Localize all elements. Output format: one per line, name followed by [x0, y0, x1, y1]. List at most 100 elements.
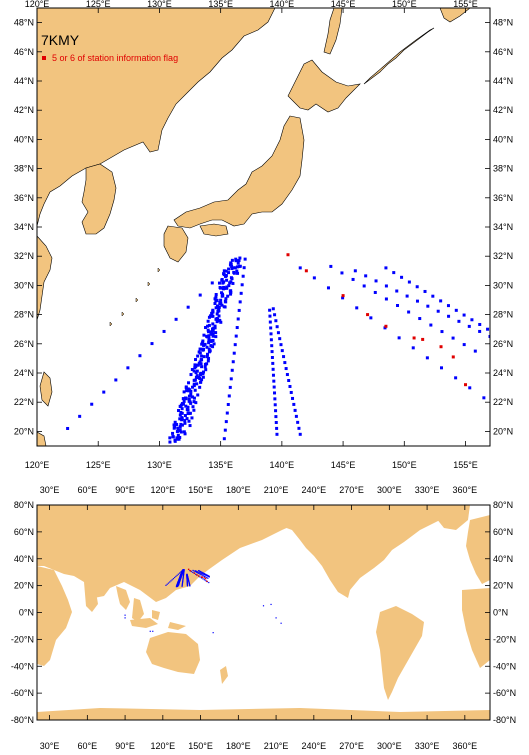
station-marker	[173, 438, 177, 442]
station-marker	[269, 338, 273, 342]
station-marker	[184, 385, 188, 389]
station-marker	[273, 403, 277, 407]
global-station-marker	[203, 573, 205, 575]
global-station-marker	[182, 575, 185, 577]
station-marker	[213, 324, 217, 328]
station-marker	[297, 426, 301, 430]
station-marker	[446, 304, 450, 308]
global-station-marker	[203, 579, 206, 581]
station-marker	[235, 269, 239, 273]
station-marker	[226, 402, 230, 406]
global-station-marker	[195, 573, 197, 575]
regional-map-ticks: 120°E 120°E 125°E 125°E 130°E 130°E 135°E 135°E…	[14, 0, 513, 470]
station-marker	[222, 305, 226, 309]
x-tick-label-top: 150°E	[188, 485, 213, 495]
station-marker	[482, 396, 486, 400]
station-marker	[268, 320, 272, 324]
station-marker	[211, 308, 215, 312]
station-marker	[187, 381, 191, 385]
station-marker	[273, 391, 277, 395]
station-marker	[187, 397, 191, 401]
global-station-marker	[198, 572, 200, 575]
global-flag-marker	[196, 574, 198, 576]
global-station-marker	[204, 573, 206, 575]
global-map: 30°E 30°E 60°E 60°E 90°E 90°E 120°E 120°E 150°E 1…	[11, 485, 516, 751]
station-marker	[78, 414, 82, 418]
global-flag-marker	[201, 576, 204, 578]
x-tick-label-top: 60°E	[78, 485, 98, 495]
station-marker	[439, 299, 443, 303]
global-station-marker	[180, 573, 183, 576]
x-tick-label-bottom: 140°E	[270, 460, 295, 470]
global-station-marker	[181, 584, 183, 586]
y-tick-label-right: 40°N	[493, 134, 513, 144]
station-marker	[268, 308, 272, 312]
ryukyu-islands	[109, 267, 161, 327]
global-station-marker	[204, 576, 207, 578]
global-station-marker	[149, 630, 151, 632]
station-marker	[396, 304, 400, 308]
station-marker	[353, 269, 357, 273]
global-flag-marker	[187, 568, 190, 571]
global-station-marker	[166, 583, 168, 585]
global-flag-marker	[204, 578, 207, 580]
y-tick-label-right: 28°N	[493, 310, 513, 320]
global-station-marker	[270, 603, 272, 606]
x-tick-label-top: 330°E	[415, 485, 440, 495]
station-marker	[205, 334, 209, 338]
global-station-marker	[183, 573, 185, 575]
global-station-marker	[182, 576, 184, 578]
station-marker	[400, 275, 404, 279]
global-station-marker	[200, 572, 202, 574]
station-marker	[270, 355, 274, 359]
station-marker	[213, 302, 217, 306]
station-marker	[384, 284, 388, 288]
station-marker	[178, 417, 182, 421]
global-station-marker	[198, 570, 201, 572]
station-marker	[181, 397, 185, 401]
global-station-marker	[165, 584, 167, 586]
station-marker	[183, 432, 187, 436]
station-marker	[215, 312, 219, 316]
station-marker	[190, 416, 194, 420]
flag-marker	[304, 269, 308, 273]
station-marker	[223, 428, 227, 432]
x-tick-label-top: 240°E	[302, 485, 327, 495]
station-marker	[351, 277, 355, 281]
x-tick-label-top: 145°E	[331, 0, 356, 9]
global-station-marker	[180, 574, 182, 576]
station-marker	[236, 261, 240, 265]
station-marker	[221, 294, 225, 298]
station-marker	[206, 319, 210, 323]
flag-marker	[439, 345, 443, 349]
station-marker	[213, 326, 217, 330]
y-tick-label-right: 48°N	[493, 18, 513, 28]
global-station-marker	[182, 577, 184, 579]
global-station-marker	[179, 572, 181, 574]
station-marker	[222, 437, 226, 441]
station-marker	[207, 334, 211, 338]
y-tick-label-right: 42°N	[493, 105, 513, 115]
global-station-marker	[175, 575, 177, 578]
station-marker	[287, 379, 291, 383]
station-marker	[205, 355, 209, 359]
global-station-marker	[207, 577, 209, 579]
global-station-marker	[177, 584, 180, 586]
station-marker	[231, 266, 235, 270]
x-tick-label-bottom: 155°E	[453, 460, 478, 470]
station-marker	[206, 359, 210, 363]
station-marker	[207, 356, 211, 360]
x-tick-label-bottom: 270°E	[339, 741, 364, 751]
station-marker	[237, 308, 241, 312]
global-station-marker	[183, 569, 185, 572]
station-marker	[189, 389, 193, 393]
station-marker	[436, 309, 440, 313]
global-station-marker	[202, 573, 204, 575]
global-station-marker	[181, 583, 183, 585]
station-marker	[203, 362, 207, 366]
station-marker	[183, 421, 187, 425]
global-station-marker	[202, 578, 204, 580]
station-marker	[227, 271, 231, 275]
station-marker	[329, 264, 333, 268]
